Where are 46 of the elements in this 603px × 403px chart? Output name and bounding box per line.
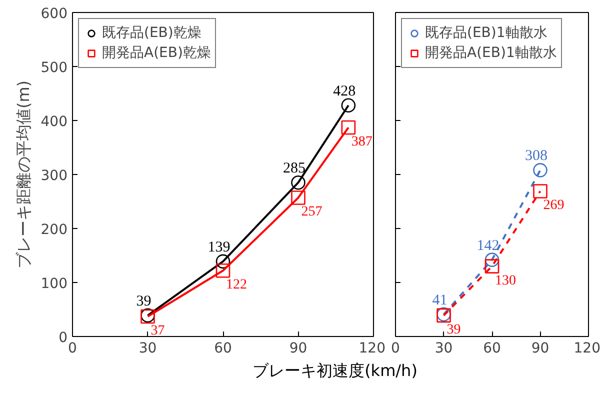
- x-tick-label: 60: [483, 340, 501, 356]
- data-label: 428: [333, 83, 356, 100]
- point: [484, 252, 500, 267]
- y-tick-label: 300: [40, 168, 68, 184]
- x-axis-title: ブレーキ初速度(km/h): [252, 360, 418, 382]
- x-tick-label: 0: [391, 340, 400, 356]
- x-tick-label: 60: [214, 340, 232, 356]
- data-label: 285: [283, 160, 306, 177]
- data-label: 37: [150, 324, 165, 339]
- data-label: 39: [136, 293, 152, 310]
- data-label: 39: [446, 322, 461, 338]
- point: [484, 259, 500, 274]
- data-label: 130: [495, 273, 516, 288]
- point: [291, 175, 306, 190]
- data-label: 257: [301, 204, 322, 220]
- x-tick-label: 30: [138, 340, 157, 356]
- x-tick-label: 90: [531, 340, 550, 356]
- data-label: 139: [208, 239, 230, 256]
- y-tick-label: 0: [58, 330, 68, 346]
- legend-label: 開発品A(EB)乾燥: [102, 44, 211, 62]
- point: [291, 190, 306, 205]
- y-tick-label: 200: [40, 222, 68, 238]
- legend-label: 既存品(EB)乾燥: [102, 24, 202, 42]
- legend-label: 既存品(EB)1軸散水: [425, 24, 548, 42]
- point: [216, 254, 230, 269]
- data-label: 122: [226, 278, 247, 293]
- point: [216, 263, 230, 278]
- data-label: 308: [525, 148, 548, 164]
- x-tick-label: 30: [434, 340, 453, 356]
- y-tick-label: 500: [40, 60, 68, 76]
- data-label: 142: [476, 238, 500, 254]
- point: [341, 120, 356, 135]
- point: [533, 184, 548, 198]
- x-tick-label: 90: [289, 340, 308, 356]
- x-tick-label: 120: [574, 340, 601, 356]
- data-label: 41: [432, 292, 448, 308]
- point: [341, 98, 356, 113]
- y-tick-label: 100: [40, 276, 68, 292]
- y-tick-label: 600: [40, 6, 68, 22]
- y-axis-title: ブレーキ距離の平均値(m): [14, 80, 33, 269]
- data-label: 387: [351, 134, 372, 150]
- data-label: 269: [543, 198, 564, 214]
- legend-label: 開発品A(EB)1軸散水: [425, 44, 557, 62]
- y-tick-label: 400: [40, 114, 68, 130]
- x-tick-label: 120: [358, 340, 386, 356]
- point: [533, 163, 548, 178]
